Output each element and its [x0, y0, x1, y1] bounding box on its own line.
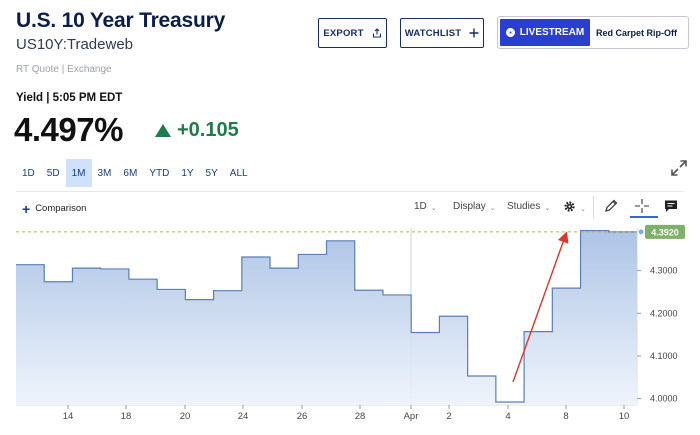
page-title: U.S. 10 Year Treasury [16, 9, 226, 32]
x-tick-label: 20 [180, 411, 191, 422]
x-tick-label: 8 [563, 411, 568, 422]
expand-icon[interactable] [670, 159, 688, 177]
range-6m[interactable]: 6M [123, 167, 138, 179]
export-button[interactable]: EXPORT [318, 18, 387, 48]
last-price-dot [637, 228, 645, 236]
y-tick-label: 4.3000 [650, 266, 678, 276]
chevron-down-icon: ⌄ [544, 205, 551, 212]
price-change: +0.105 [155, 119, 239, 142]
plus-icon: + [22, 200, 31, 217]
interval-label: 1D [414, 200, 427, 212]
yield-area [16, 230, 637, 405]
live-dot-icon [505, 28, 515, 37]
comparison-button[interactable]: + Comparison [22, 200, 87, 217]
annotation-arrow [512, 231, 569, 383]
x-tick-label: Apr [404, 411, 419, 422]
export-label: EXPORT [323, 27, 364, 39]
range-1d[interactable]: 1D [22, 167, 35, 179]
price-change-value: +0.105 [177, 119, 239, 141]
y-tick-label: 4.0000 [650, 394, 678, 404]
livestream-widget[interactable]: LIVESTREAM Red Carpet Rip-Off [497, 16, 689, 49]
range-3m[interactable]: 3M [97, 167, 112, 179]
range-5y[interactable]: 5Y [205, 167, 218, 179]
livestream-label: LIVESTREAM [519, 27, 585, 38]
yield-line [16, 229, 637, 403]
range-1y[interactable]: 1Y [181, 167, 194, 179]
x-tick-label: 14 [63, 411, 74, 422]
crosshair-active-indicator [630, 216, 658, 218]
plus-icon [469, 28, 479, 38]
comparison-label: Comparison [35, 203, 87, 214]
crosshair-icon[interactable] [634, 198, 650, 214]
share-icon [372, 28, 381, 38]
x-tick-label: 28 [355, 411, 366, 422]
toolbar-divider [16, 191, 684, 192]
y-tick-label: 4.2000 [650, 308, 678, 318]
range-1m[interactable]: 1M [65, 159, 92, 187]
pencil-icon[interactable] [603, 198, 619, 214]
range-all[interactable]: ALL [229, 167, 248, 179]
up-triangle-icon [155, 124, 171, 137]
y-tick-label: 4.1000 [650, 351, 678, 361]
livestream-button[interactable]: LIVESTREAM [500, 19, 590, 46]
toolbar-separator [593, 196, 594, 218]
chevron-down-icon: ⌄ [580, 205, 586, 213]
x-tick-label: 18 [121, 411, 132, 422]
symbol-subtitle: US10Y:Tradeweb [16, 36, 134, 53]
yield-chart[interactable]: 14 18 20 24 26 28 Apr 2 4 8 104.30004.20004.10004.… [0, 222, 700, 435]
gear-icon [564, 201, 575, 212]
settings-dropdown[interactable]: ⌄ [563, 200, 586, 213]
display-label: Display [453, 200, 486, 212]
x-tick-label: 2 [446, 411, 451, 422]
studies-dropdown[interactable]: Studies ⌄ [507, 200, 551, 213]
last-price-label: 4.3920 [651, 227, 679, 237]
studies-label: Studies [507, 200, 541, 212]
livestream-promo[interactable]: Red Carpet Rip-Off [596, 27, 677, 38]
x-tick-label: 10 [619, 411, 630, 422]
price-value: 4.497% [14, 111, 123, 148]
yield-label: Yield | 5:05 PM EDT [16, 92, 123, 104]
last-price-badge [645, 224, 685, 239]
range-ytd[interactable]: YTD [149, 167, 170, 179]
watchlist-label: WATCHLIST [404, 27, 462, 39]
range-5d[interactable]: 5D [46, 167, 60, 179]
chevron-down-icon: ⌄ [430, 205, 437, 212]
watchlist-button[interactable]: WATCHLIST [400, 18, 484, 48]
interval-dropdown[interactable]: 1D ⌄ [414, 200, 437, 213]
display-dropdown[interactable]: Display ⌄ [453, 200, 496, 213]
x-tick-label: 26 [297, 411, 308, 422]
comment-icon[interactable] [663, 198, 679, 214]
x-tick-label: 24 [238, 411, 249, 422]
x-tick-label: 4 [505, 411, 510, 422]
chevron-down-icon: ⌄ [489, 205, 496, 212]
range-selector: 1D 5D 1M 3M 6M YTD 1Y 5Y ALL [16, 159, 254, 187]
quote-source: RT Quote | Exchange [16, 64, 112, 75]
